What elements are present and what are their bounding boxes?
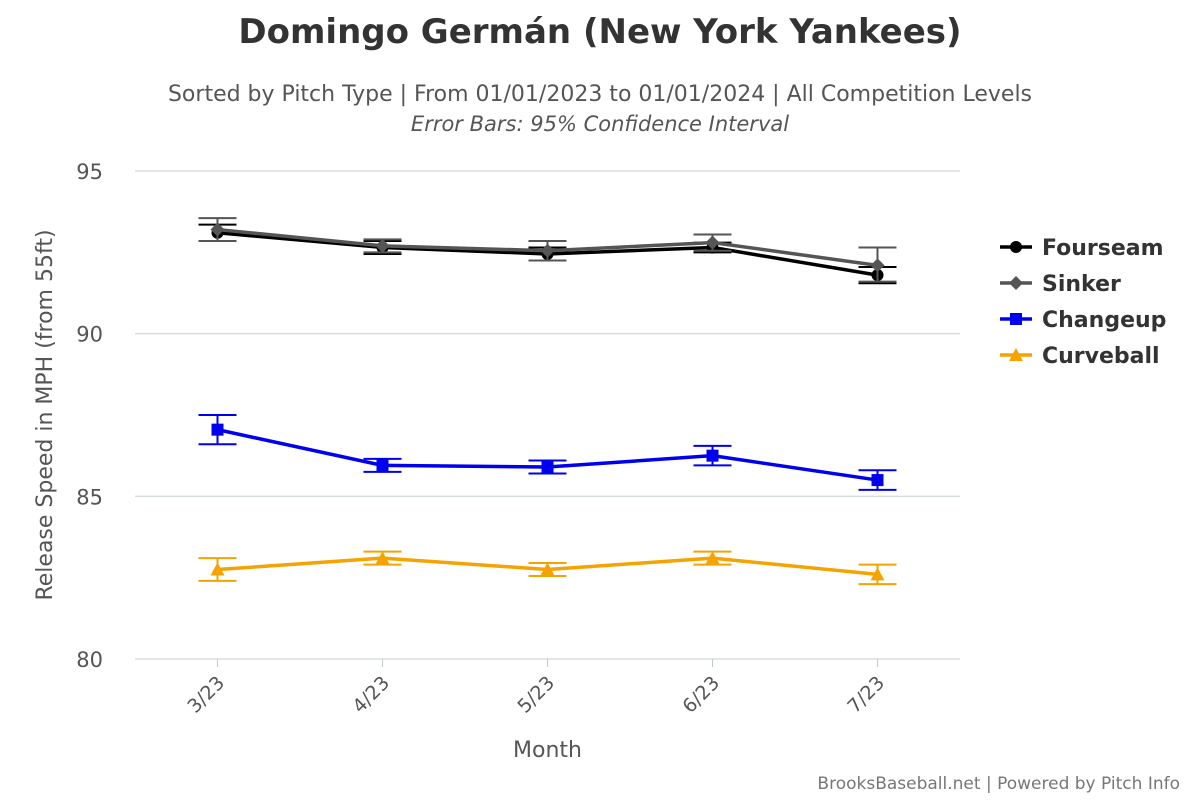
series-curveball [198,550,897,586]
data-point-sinker [705,235,720,250]
y-tick-label: 80 [76,648,103,672]
legend-label: Fourseam [1042,236,1164,261]
data-point-changeup [541,461,554,474]
data-point-sinker [375,238,390,253]
data-point-changeup [211,423,224,436]
data-point-curveball [540,562,555,576]
data-point-sinker [210,222,225,237]
data-point-sinker [870,258,885,273]
data-point-curveball [870,567,885,581]
data-point-curveball [210,562,225,576]
legend-marker-triangle-icon [1009,348,1023,361]
series-sinker [198,217,897,283]
chart-title: Domingo Germán (New York Yankees) [238,12,962,52]
chart-subtitle: Sorted by Pitch Type | From 01/01/2023 t… [167,82,1033,107]
y-axis-title: Release Speed in MPH (from 55ft) [33,229,58,600]
legend-item-fourseam[interactable]: Fourseam [1000,236,1164,261]
legend-item-sinker[interactable]: Sinker [1000,272,1121,297]
x-tick-label: 3/23 [183,672,229,718]
x-tick-label: 5/23 [513,672,559,718]
legend-marker-diamond-icon [1009,276,1023,290]
legend-marker-square-icon [1010,313,1022,325]
data-point-sinker [540,243,555,258]
y-tick-label: 95 [76,160,103,184]
chart-subtitle-error-bars: Error Bars: 95% Confidence Interval [410,112,790,136]
legend-item-changeup[interactable]: Changeup [1000,308,1166,333]
legend-label: Curveball [1042,344,1160,369]
data-point-curveball [705,551,720,565]
data-point-curveball [375,551,390,565]
data-point-changeup [376,459,389,472]
series-changeup [198,414,897,491]
x-tick-label: 6/23 [678,672,724,718]
y-tick-label: 90 [76,323,103,347]
data-point-changeup [706,449,719,462]
x-axis-title: Month [513,738,582,763]
legend-marker-circle-icon [1010,241,1022,253]
legend-label: Sinker [1042,272,1121,297]
y-tick-label: 85 [76,485,103,509]
x-tick-label: 4/23 [348,672,394,718]
x-tick-label: 7/23 [843,672,889,718]
legend-label: Changeup [1042,308,1166,333]
data-point-changeup [871,474,884,487]
credit-text[interactable]: BrooksBaseball.net | Powered by Pitch In… [817,774,1180,794]
legend-item-curveball[interactable]: Curveball [1000,344,1160,369]
